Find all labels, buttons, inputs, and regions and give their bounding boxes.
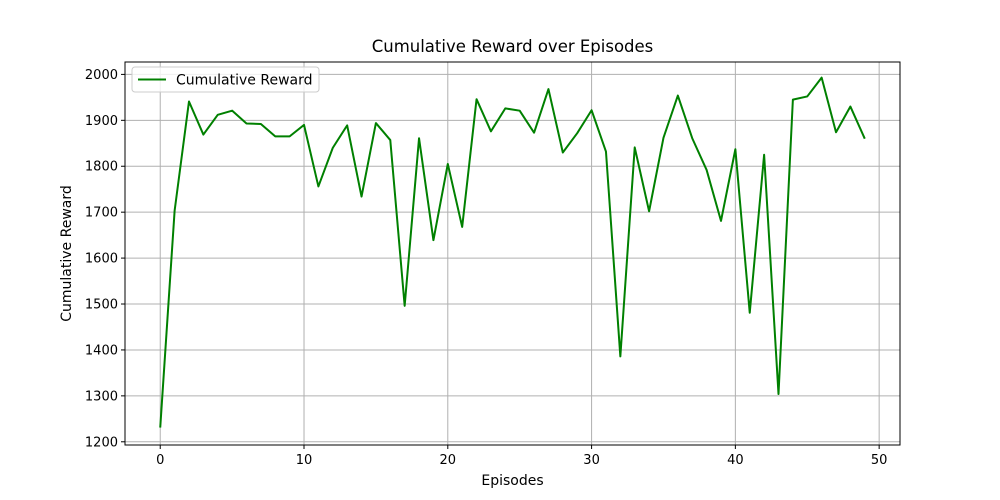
x-tick-label: 50 — [871, 453, 888, 468]
x-tick-label: 20 — [440, 453, 457, 468]
chart-title: Cumulative Reward over Episodes — [372, 37, 654, 56]
legend: Cumulative Reward — [131, 66, 320, 93]
y-tick-label: 2000 — [85, 68, 118, 83]
legend-box — [131, 66, 320, 93]
y-tick-label: 1200 — [85, 435, 118, 450]
y-tick-label: 1700 — [85, 206, 118, 221]
y-tick-label: 1800 — [85, 160, 118, 175]
series-layer — [159, 76, 866, 428]
y-tick-label: 1900 — [85, 114, 118, 129]
y-axis-title: Cumulative Reward — [59, 185, 75, 322]
x-axis-title: Episodes — [481, 473, 543, 489]
plot-frame — [124, 61, 901, 446]
y-tick-label: 1300 — [85, 389, 118, 404]
x-axis: 0 10 20 30 40 50 — [156, 445, 887, 468]
x-tick-label: 30 — [583, 453, 600, 468]
x-tick-label: 10 — [296, 453, 313, 468]
x-tick-label: 0 — [156, 453, 164, 468]
x-tick-label: 40 — [727, 453, 744, 468]
y-tick-label: 1600 — [85, 252, 118, 267]
series-line — [159, 76, 866, 428]
y-tick-label: 1400 — [85, 343, 118, 358]
legend-label: Cumulative Reward — [176, 73, 313, 89]
y-tick-label: 1500 — [85, 298, 118, 313]
y-axis: 1200 1300 1400 1500 1600 1700 1800 1900 2000 — [85, 68, 125, 450]
